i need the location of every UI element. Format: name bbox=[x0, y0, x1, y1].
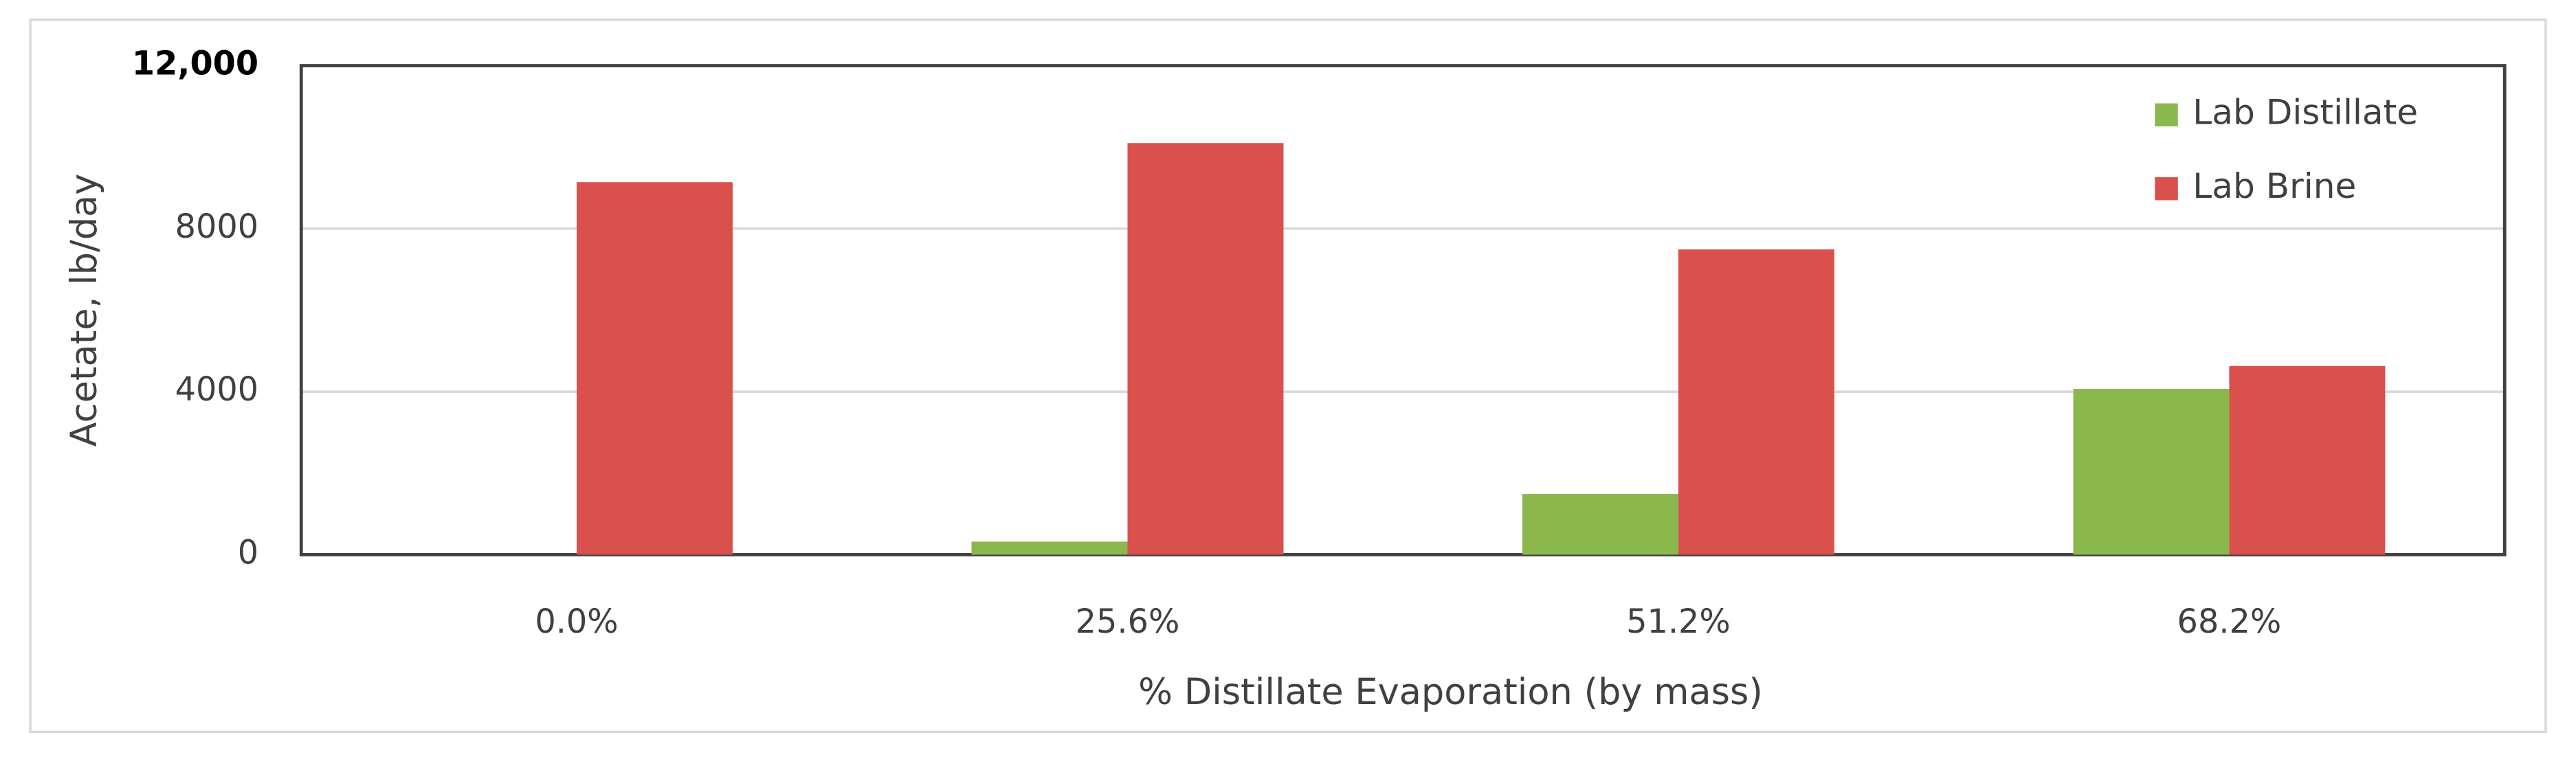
legend-label: Lab Brine bbox=[2192, 166, 2356, 206]
chart-frame bbox=[29, 18, 2547, 734]
y-axis-title: Acetate, lb/day bbox=[63, 174, 105, 447]
bar bbox=[2229, 365, 2386, 555]
plot-frame bbox=[299, 64, 2507, 556]
legend-swatch bbox=[2155, 177, 2178, 201]
x-axis-title: % Distillate Evaporation (by mass) bbox=[1138, 671, 1763, 713]
legend-swatch bbox=[2155, 103, 2178, 126]
y-tick-label: 0 bbox=[238, 534, 258, 572]
bar bbox=[1522, 494, 1678, 555]
bar bbox=[2073, 388, 2230, 555]
y-tick-label: 8000 bbox=[175, 208, 259, 246]
legend-label: Lab Distillate bbox=[2192, 92, 2418, 133]
bar bbox=[1678, 249, 1834, 555]
bar bbox=[971, 541, 1128, 555]
x-tick-label: 0.0% bbox=[535, 603, 618, 641]
y-tick-label: 12,000 bbox=[132, 45, 258, 83]
x-tick-label: 68.2% bbox=[2177, 603, 2282, 641]
bar bbox=[577, 182, 733, 555]
x-tick-label: 51.2% bbox=[1626, 603, 1731, 641]
bar bbox=[1127, 143, 1284, 555]
x-tick-label: 25.6% bbox=[1076, 603, 1180, 641]
y-tick-label: 4000 bbox=[175, 371, 259, 409]
